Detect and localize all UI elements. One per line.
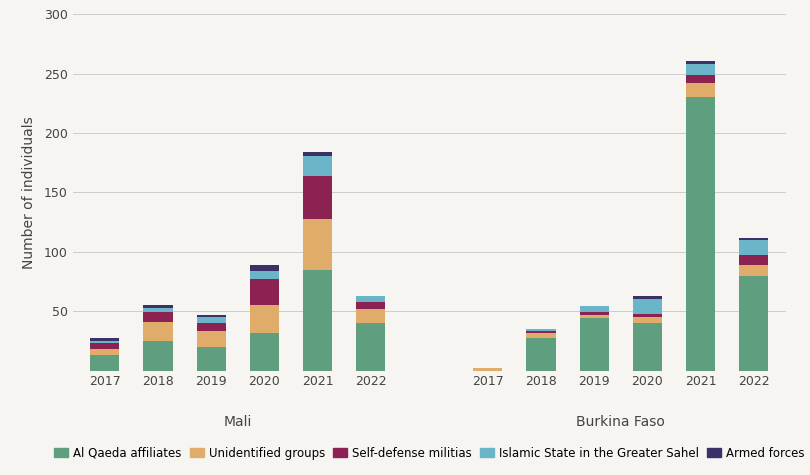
Bar [249,332,279,371]
Bar [249,305,279,332]
Bar [303,152,332,156]
Bar [143,341,173,371]
Bar [197,315,226,317]
Bar [249,271,279,279]
Bar [356,323,386,370]
Bar [249,279,279,305]
Bar [90,349,119,355]
Bar [580,313,609,315]
Bar [197,323,226,332]
Bar [90,338,119,341]
Legend: Al Qaeda affiliates, Unidentified groups, Self-defense militias, Islamic State i: Al Qaeda affiliates, Unidentified groups… [49,442,809,465]
Bar [143,308,173,313]
Bar [633,314,662,317]
Bar [526,332,556,338]
Bar [686,97,715,371]
Bar [580,318,609,370]
Bar [526,338,556,370]
Bar [686,64,715,75]
Bar [90,341,119,343]
Bar [740,276,769,370]
Bar [740,240,769,256]
Bar [90,355,119,370]
Bar [303,270,332,370]
Bar [633,299,662,314]
Bar [633,317,662,323]
Bar [580,306,609,313]
Bar [473,368,502,370]
Bar [580,315,609,318]
Bar [143,313,173,322]
Bar [633,323,662,370]
Bar [143,322,173,341]
Bar [197,347,226,370]
Bar [526,329,556,332]
Bar [303,218,332,270]
Bar [143,305,173,308]
Bar [197,332,226,347]
Bar [740,256,769,265]
Bar [356,309,386,323]
Text: Burkina Faso: Burkina Faso [577,415,665,429]
Bar [356,295,386,302]
Bar [686,61,715,64]
Y-axis label: Number of individuals: Number of individuals [22,116,36,269]
Bar [303,176,332,218]
Bar [303,156,332,176]
Bar [249,265,279,271]
Bar [197,317,226,323]
Bar [356,302,386,309]
Bar [740,238,769,240]
Bar [633,295,662,299]
Text: Mali: Mali [224,415,252,429]
Bar [90,343,119,349]
Bar [740,265,769,275]
Bar [686,83,715,97]
Bar [686,75,715,83]
